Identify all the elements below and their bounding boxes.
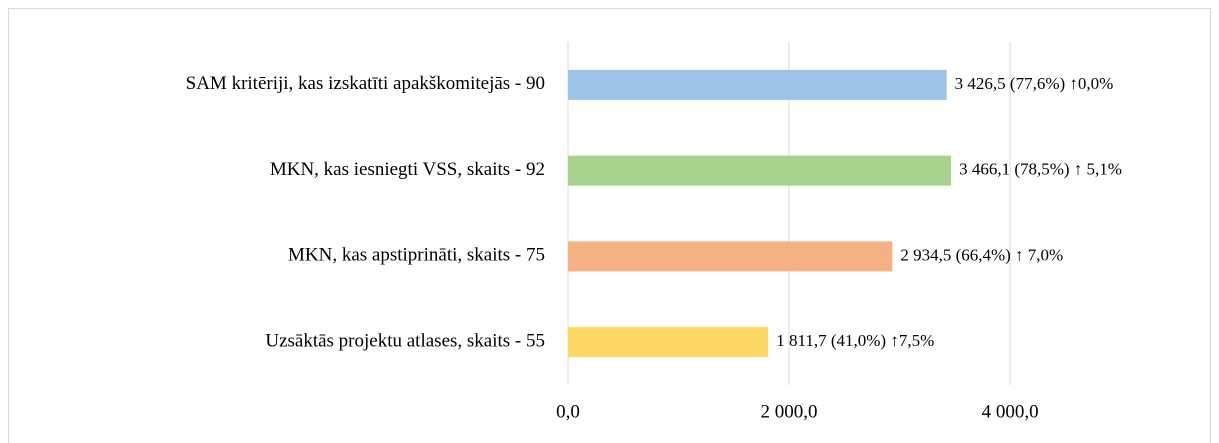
y-tick-label: SAM kritēriji, kas izskatīti apakškomite… [186,73,545,94]
bar [568,155,952,186]
y-tick-label: MKN, kas iesniegti VSS, skaits - 92 [270,159,545,180]
x-tick-label: 2 000,0 [761,401,818,422]
y-tick-label: Uzsāktās projektu atlases, skaits - 55 [265,330,545,351]
data-label: 2 934,5 (66,4%) ↑ 7,0% [900,245,1063,264]
bar [568,241,893,272]
bar [568,69,947,100]
data-label: 3 426,5 (77,6%) ↑0,0% [955,74,1114,93]
data-label: 3 466,1 (78,5%) ↑ 5,1% [959,160,1122,179]
x-tick-label: 4 000,0 [982,401,1039,422]
y-tick-label: MKN, kas apstiprināti, skaits - 75 [288,245,545,266]
chart-border [8,8,1211,443]
x-tick-label: 0,0 [556,401,580,422]
bar [568,327,769,358]
data-label: 1 811,7 (41,0%) ↑7,5% [776,331,934,350]
